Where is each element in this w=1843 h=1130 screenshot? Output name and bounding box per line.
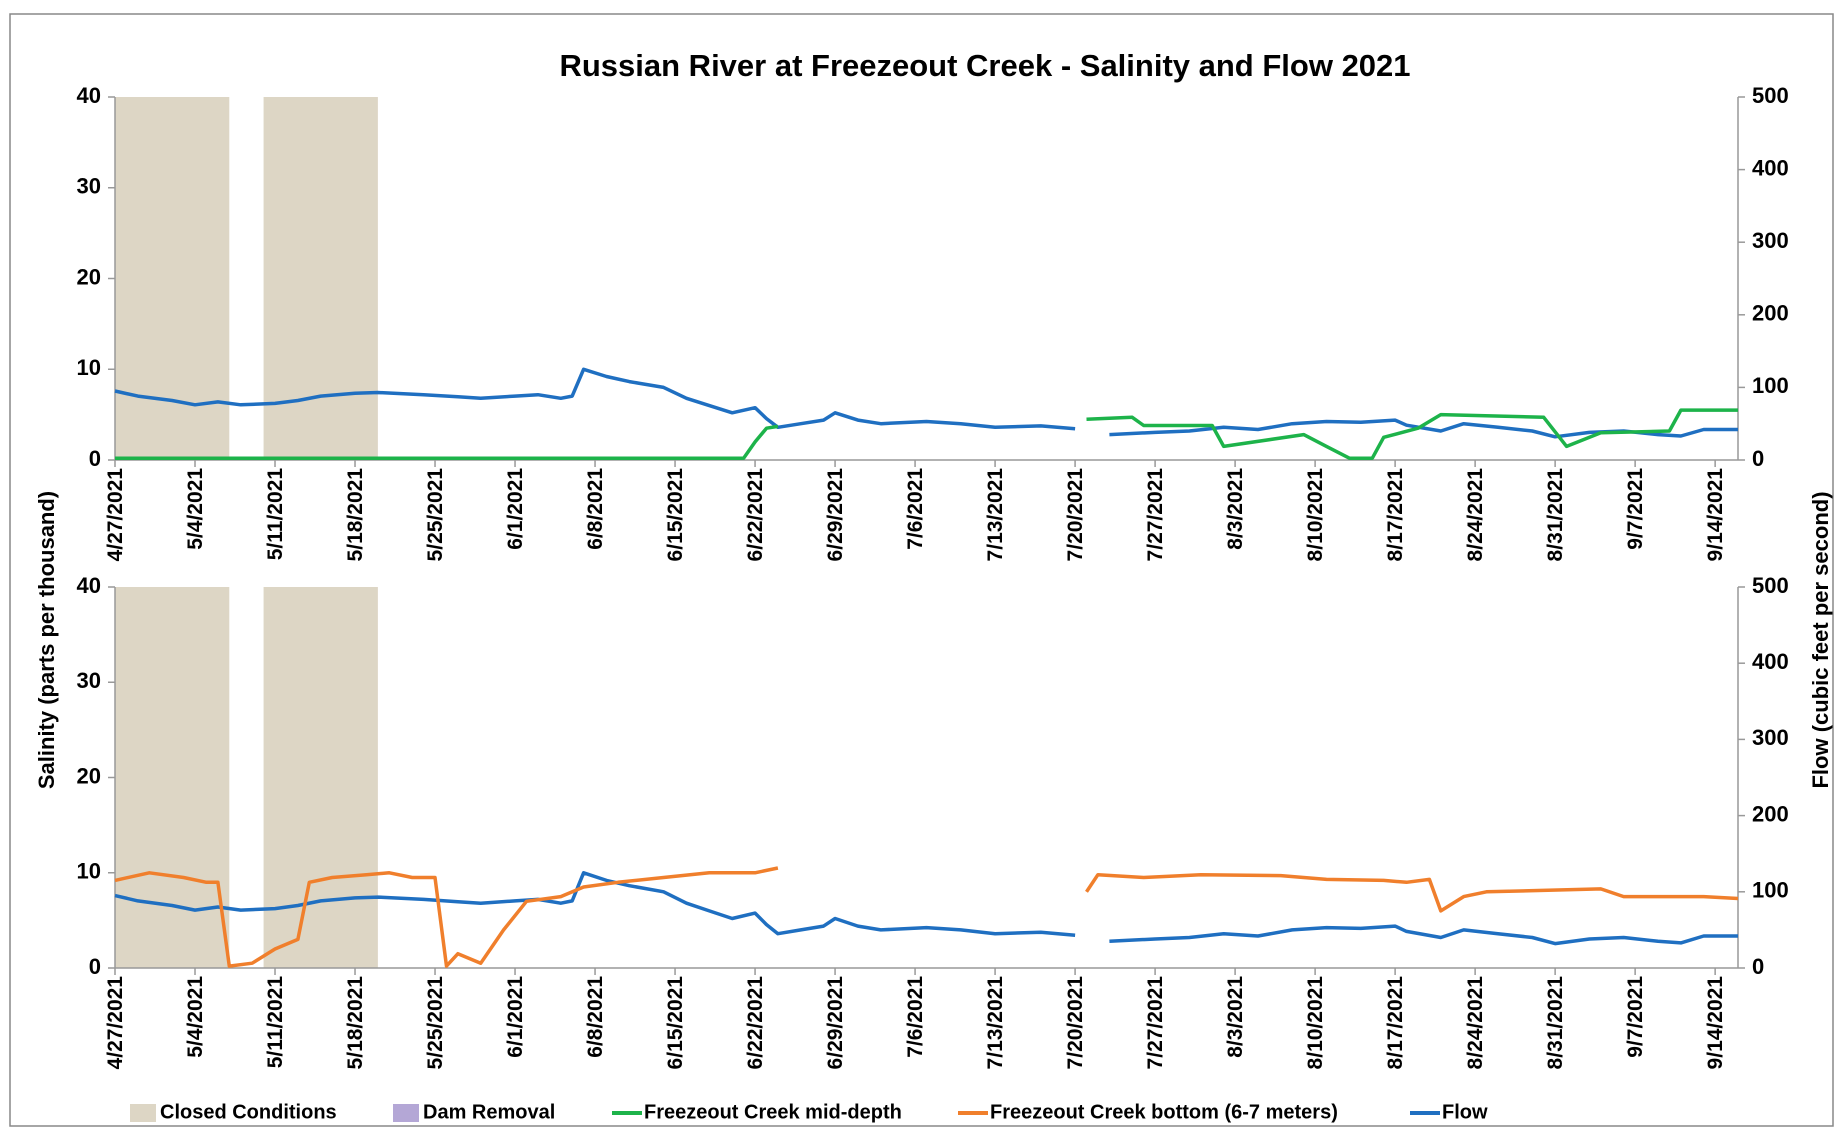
y-tick-label: 0	[89, 954, 101, 979]
x-tick-label: 7/6/2021	[904, 976, 927, 1058]
x-tick-label: 8/31/2021	[1544, 976, 1567, 1070]
x-tick-label: 5/4/2021	[184, 976, 207, 1058]
x-tick-label: 5/4/2021	[184, 468, 207, 550]
y-axis-label: Salinity (parts per thousand)	[34, 491, 59, 789]
legend-label: Flow	[1442, 1101, 1488, 1123]
x-tick-label: 5/25/2021	[424, 468, 447, 562]
x-tick-label: 6/15/2021	[664, 976, 687, 1070]
x-tick-label: 7/27/2021	[1144, 468, 1167, 562]
closed-period	[263, 587, 378, 968]
x-tick-label: 7/20/2021	[1064, 468, 1087, 562]
x-tick-label: 4/27/2021	[104, 976, 127, 1070]
legend-swatch	[393, 1104, 419, 1122]
x-tick-label: 8/17/2021	[1384, 468, 1407, 562]
x-tick-label: 7/13/2021	[984, 976, 1007, 1070]
legend-label: Freezeout Creek mid-depth	[644, 1101, 902, 1123]
x-tick-label: 5/11/2021	[264, 468, 287, 561]
y2-tick-label: 400	[1752, 649, 1789, 674]
x-tick-label: 6/15/2021	[664, 468, 687, 562]
y-tick-label: 30	[77, 668, 101, 693]
y2-tick-label: 200	[1752, 801, 1789, 826]
x-tick-label: 7/13/2021	[984, 468, 1007, 562]
closed-period	[115, 587, 230, 968]
x-tick-label: 8/17/2021	[1384, 976, 1407, 1070]
x-tick-label: 8/3/2021	[1224, 468, 1247, 550]
series-line	[114, 871, 1738, 946]
x-tick-label: 5/25/2021	[424, 976, 447, 1070]
x-tick-label: 8/3/2021	[1224, 976, 1247, 1058]
y2-axis-label: Flow (cubic feet per second)	[1808, 491, 1833, 788]
x-tick-label: 5/18/2021	[344, 468, 367, 562]
y2-tick-label: 200	[1752, 301, 1789, 326]
x-tick-label: 9/14/2021	[1704, 976, 1727, 1070]
y-tick-label: 30	[77, 174, 101, 199]
y2-tick-label: 500	[1752, 573, 1789, 598]
x-tick-label: 8/31/2021	[1544, 468, 1567, 562]
y2-tick-label: 100	[1752, 878, 1789, 903]
x-tick-label: 5/18/2021	[344, 976, 367, 1070]
y-tick-label: 0	[89, 446, 101, 471]
legend-swatch	[130, 1104, 156, 1122]
x-tick-label: 9/14/2021	[1704, 468, 1727, 562]
y2-tick-label: 100	[1752, 373, 1789, 398]
x-tick-label: 4/27/2021	[104, 468, 127, 562]
legend-label: Dam Removal	[423, 1101, 555, 1123]
frame	[9, 13, 1834, 1127]
legend-label: Freezeout Creek bottom (6-7 meters)	[990, 1101, 1338, 1123]
legend-label: Closed Conditions	[160, 1101, 337, 1123]
x-tick-label: 9/7/2021	[1624, 468, 1647, 550]
x-tick-label: 6/22/2021	[744, 468, 767, 562]
y2-tick-label: 500	[1752, 83, 1789, 108]
y2-tick-label: 400	[1752, 155, 1789, 180]
series-line	[115, 408, 1738, 460]
x-tick-label: 6/8/2021	[584, 468, 607, 550]
x-tick-label: 8/10/2021	[1304, 468, 1327, 562]
x-tick-label: 6/29/2021	[824, 976, 847, 1070]
x-tick-label: 6/22/2021	[744, 976, 767, 1070]
x-tick-label: 7/20/2021	[1064, 976, 1087, 1070]
chart-title: Russian River at Freezeout Creek - Salin…	[559, 48, 1410, 83]
x-tick-label: 6/29/2021	[824, 468, 847, 562]
x-tick-label: 8/24/2021	[1464, 468, 1487, 562]
y-tick-label: 40	[77, 83, 101, 108]
x-tick-label: 5/11/2021	[264, 976, 287, 1069]
x-tick-label: 8/10/2021	[1304, 976, 1327, 1070]
x-tick-label: 6/1/2021	[504, 976, 527, 1058]
y2-tick-label: 300	[1752, 228, 1789, 253]
y2-tick-label: 0	[1752, 954, 1764, 979]
x-tick-label: 6/1/2021	[504, 468, 527, 550]
y-tick-label: 20	[77, 763, 101, 788]
x-tick-label: 8/24/2021	[1464, 976, 1487, 1070]
closed-period	[115, 97, 230, 460]
series-line	[114, 367, 1738, 439]
x-tick-label: 7/27/2021	[1144, 976, 1167, 1070]
x-tick-label: 6/8/2021	[584, 976, 607, 1058]
series-line	[114, 866, 1739, 968]
y-tick-label: 10	[77, 859, 101, 884]
y-tick-label: 20	[77, 264, 101, 289]
x-tick-label: 9/7/2021	[1624, 976, 1647, 1058]
y-tick-label: 40	[77, 573, 101, 598]
closed-period	[263, 97, 378, 460]
y2-tick-label: 0	[1752, 446, 1764, 471]
y2-tick-label: 300	[1752, 725, 1789, 750]
y-tick-label: 10	[77, 355, 101, 380]
x-tick-label: 7/6/2021	[904, 468, 927, 550]
